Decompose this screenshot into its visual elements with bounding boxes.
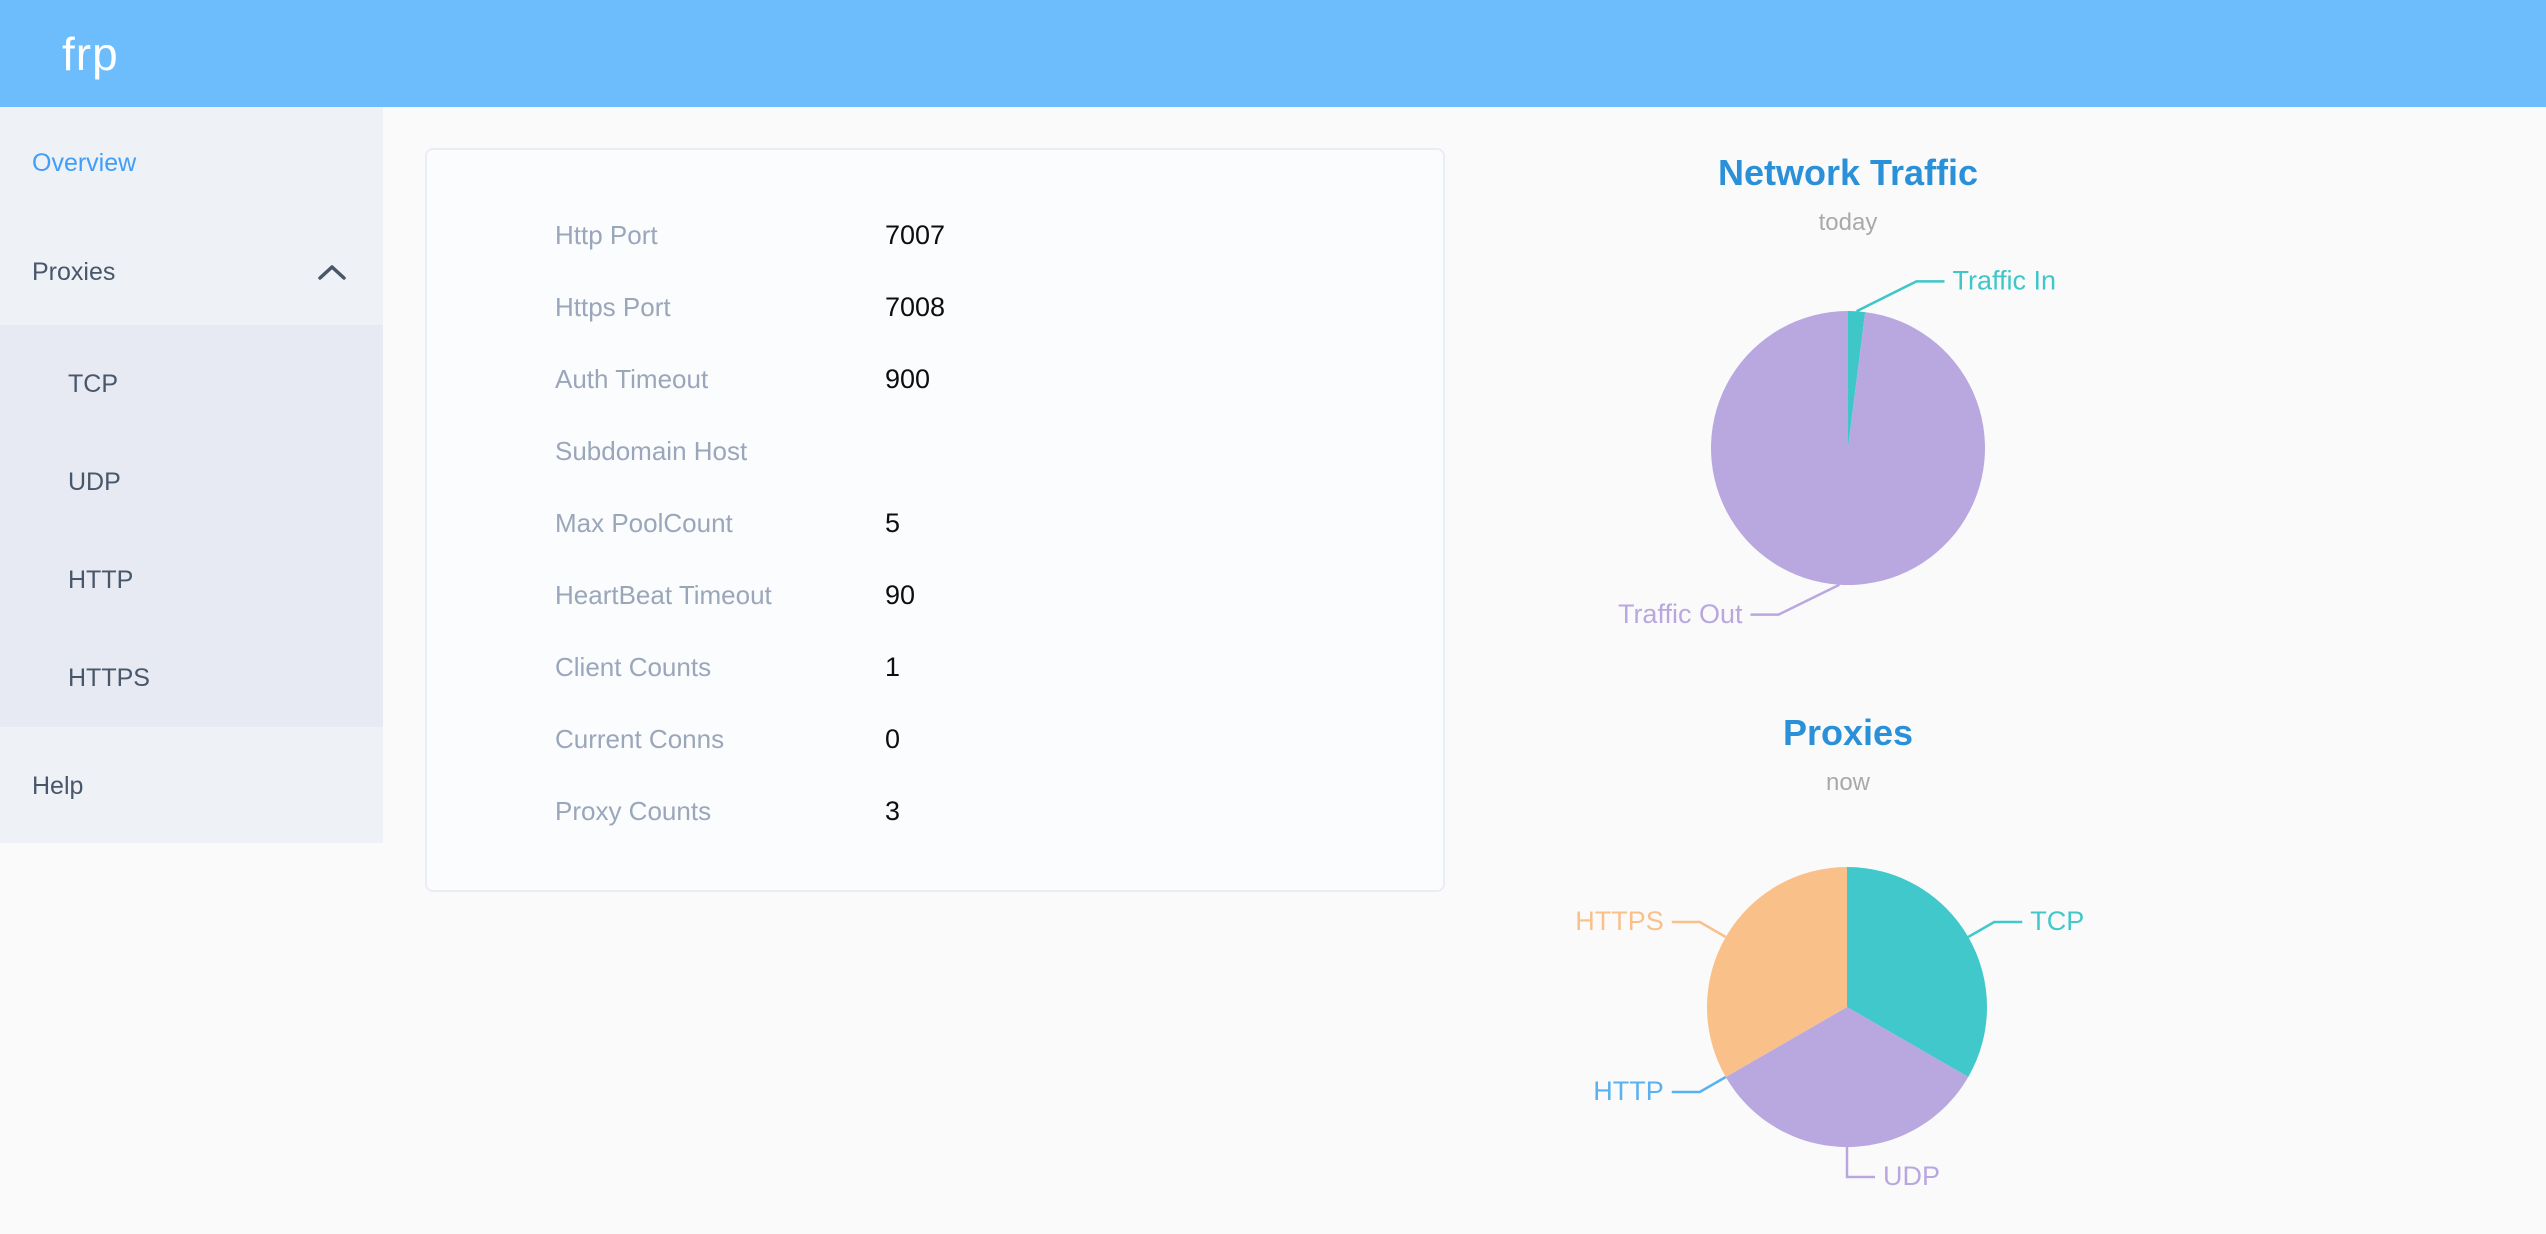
config-row: Max PoolCount 5 (555, 487, 1443, 559)
sidebar-item-https[interactable]: HTTPS (68, 663, 150, 692)
config-row: Auth Timeout 900 (555, 343, 1443, 415)
config-value: 90 (885, 579, 916, 610)
config-label: Client Counts (555, 651, 712, 682)
network-traffic-pie-svg: Traffic In Traffic Out (1618, 265, 2056, 629)
config-label: Auth Timeout (555, 363, 709, 394)
config-value: 1 (885, 651, 901, 682)
config-label: Current Conns (555, 723, 725, 754)
chart-subtitle: now (1825, 769, 1871, 796)
pie-label-http: HTTP (1593, 1076, 1664, 1106)
pie-label-line-http (1671, 1075, 1727, 1094)
config-value: 900 (885, 363, 931, 394)
pie-slice-https[interactable] (1707, 867, 1847, 1077)
proxies-chart: TCP UDP HTTP HTTPS Proxies now (1548, 700, 2148, 1234)
config-value: 7007 (885, 219, 946, 250)
config-value: 3 (885, 795, 901, 826)
pie-slice-tcp[interactable] (1847, 867, 1987, 1077)
pie-label-line-traffic-in (1856, 280, 1945, 313)
config-label: Https Port (555, 291, 671, 322)
config-label: Http Port (555, 219, 658, 250)
pie-label-https: HTTPS (1575, 906, 1664, 936)
pie-slice-traffic-out[interactable] (1711, 311, 1985, 585)
sidebar-item-label: Help (32, 771, 84, 800)
config-label: Proxy Counts (555, 795, 712, 826)
pie-label-line-traffic-out (1750, 583, 1840, 616)
sidebar-item-help[interactable]: Help (0, 727, 383, 845)
sidebar-item-label: Proxies (32, 257, 116, 286)
sidebar-item-overview[interactable]: Overview (0, 107, 383, 219)
config-row: Proxy Counts 3 (555, 775, 1443, 847)
pie-label-line-tcp (1967, 920, 2023, 939)
pie-label-traffic-in: Traffic In (1952, 265, 2056, 295)
config-value: 0 (885, 723, 901, 754)
config-row: Https Port 7008 (555, 271, 1443, 343)
config-value: 5 (885, 507, 901, 538)
proxies-submenu: TCP UDP HTTP HTTPS (0, 325, 383, 727)
sidebar-item-udp[interactable]: UDP (68, 467, 121, 496)
pie-label-line-https (1671, 920, 1727, 939)
sidebar-item-label: Overview (32, 148, 137, 177)
app-logo: frp (62, 27, 119, 80)
chart-title: Proxies (1782, 712, 1914, 753)
pie-label-line-udp (1845, 1147, 1875, 1179)
config-row: Client Counts 1 (555, 631, 1443, 703)
config-row: Subdomain Host (555, 415, 1443, 487)
chart-subtitle: today (1818, 209, 1878, 236)
config-row: HeartBeat Timeout 90 (555, 559, 1443, 631)
config-label: Subdomain Host (555, 435, 748, 466)
top-header: frp (0, 0, 2546, 107)
config-row: Current Conns 0 (555, 703, 1443, 775)
config-label: HeartBeat Timeout (555, 579, 772, 610)
config-value: 7008 (885, 291, 946, 322)
chevron-up-icon (317, 263, 347, 281)
pie-label-traffic-out: Traffic Out (1618, 599, 1743, 629)
sidebar-item-tcp[interactable]: TCP (68, 369, 118, 398)
sidebar-item-proxies[interactable]: Proxies (0, 219, 383, 325)
network-traffic-chart: Traffic In Traffic Out Network Traffic to… (1548, 140, 2148, 700)
config-row: Http Port 7007 (555, 199, 1443, 271)
pie-label-udp: UDP (1883, 1161, 1940, 1191)
sidebar-nav: Overview Proxies TCP UDP HTTP HTTPS Help (0, 107, 383, 843)
sidebar-item-http[interactable]: HTTP (68, 565, 134, 594)
pie-label-tcp: TCP (2030, 906, 2084, 936)
pie-slice-traffic-in[interactable] (1848, 311, 1866, 448)
server-config-card: Http Port 7007 Https Port 7008 Auth Time… (425, 148, 1445, 892)
proxies-pie-svg: TCP UDP HTTP HTTPS (1575, 867, 2084, 1191)
chart-title: Network Traffic (1717, 152, 1979, 193)
config-label: Max PoolCount (555, 507, 733, 538)
